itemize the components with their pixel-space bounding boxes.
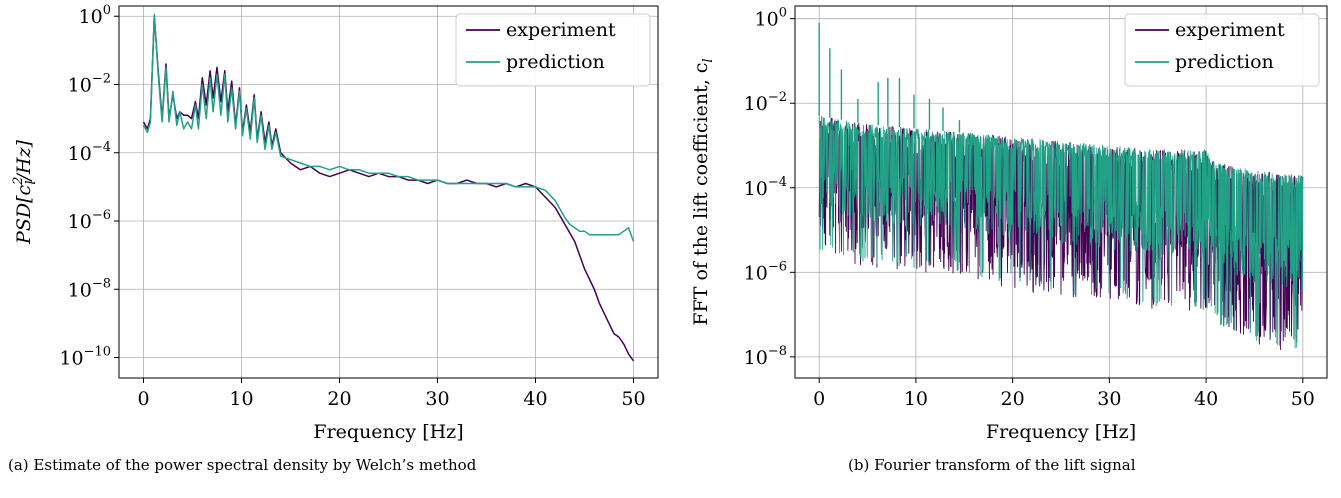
x-tick-label: 10	[904, 388, 928, 410]
legend-label-experiment: experiment	[1175, 19, 1285, 41]
y-axis-label: PSD[c2l/Hz]	[11, 139, 39, 245]
x-tick-label: 0	[813, 388, 825, 410]
series-line-experiment	[142, 15, 635, 362]
y-tick-label: 10−8	[744, 344, 787, 369]
caption-fft: (b) Fourier transform of the lift signal	[848, 456, 1136, 474]
x-tick-label: 10	[229, 388, 253, 410]
x-tick-label: 40	[1194, 388, 1218, 410]
x-tick-label: 50	[1291, 388, 1315, 410]
plot-area	[818, 22, 1304, 350]
y-tick-label: 10−4	[68, 140, 111, 165]
y-tick-label: 10−6	[744, 259, 787, 284]
x-tick-label: 0	[137, 388, 149, 410]
y-tick-label: 10−10	[59, 345, 111, 370]
y-tick-label: 10−2	[68, 71, 111, 96]
axes-frame	[118, 5, 659, 379]
y-axis-label: FFT of the lift coefficient, cl	[690, 58, 716, 325]
x-tick-label: 20	[1001, 388, 1025, 410]
psd-chart: 0 10 20 30 40 50 100 10−2 10−4 10−6 10−8 10−10 Frequ…	[11, 3, 659, 443]
legend-box	[455, 13, 651, 87]
y-tick-label: 10−2	[744, 90, 787, 115]
x-axis-label: Frequency [Hz]	[313, 421, 463, 443]
legend: experiment prediction	[1124, 13, 1320, 87]
x-tick-label: 50	[621, 388, 645, 410]
y-tick-label: 10−6	[68, 208, 111, 233]
plot-area	[142, 13, 635, 362]
y-tick-label: 10−8	[68, 276, 111, 301]
series-line-experiment	[818, 117, 1304, 350]
y-tick-label: 100	[79, 3, 111, 28]
legend-box	[1124, 13, 1320, 87]
x-axis-label: Frequency [Hz]	[986, 421, 1136, 443]
x-tick-label: 20	[327, 388, 351, 410]
x-tick-label: 30	[1097, 388, 1121, 410]
legend-label-prediction: prediction	[1175, 51, 1274, 73]
x-tick-label: 30	[425, 388, 449, 410]
series-line-prediction	[818, 115, 1304, 349]
fft-chart: 0 10 20 30 40 50 100 10−2 10−4 10−6 10−8 Frequency …	[690, 5, 1328, 443]
y-tick-label: 10−4	[744, 175, 787, 200]
legend: experiment prediction	[455, 13, 651, 87]
legend-label-experiment: experiment	[506, 19, 616, 41]
series-line-prediction	[142, 13, 635, 242]
y-tick-label: 100	[755, 6, 787, 31]
x-tick-label: 40	[523, 388, 547, 410]
legend-label-prediction: prediction	[506, 51, 605, 73]
caption-psd: (a) Estimate of the power spectral densi…	[8, 456, 477, 474]
axes-frame	[794, 5, 1328, 379]
